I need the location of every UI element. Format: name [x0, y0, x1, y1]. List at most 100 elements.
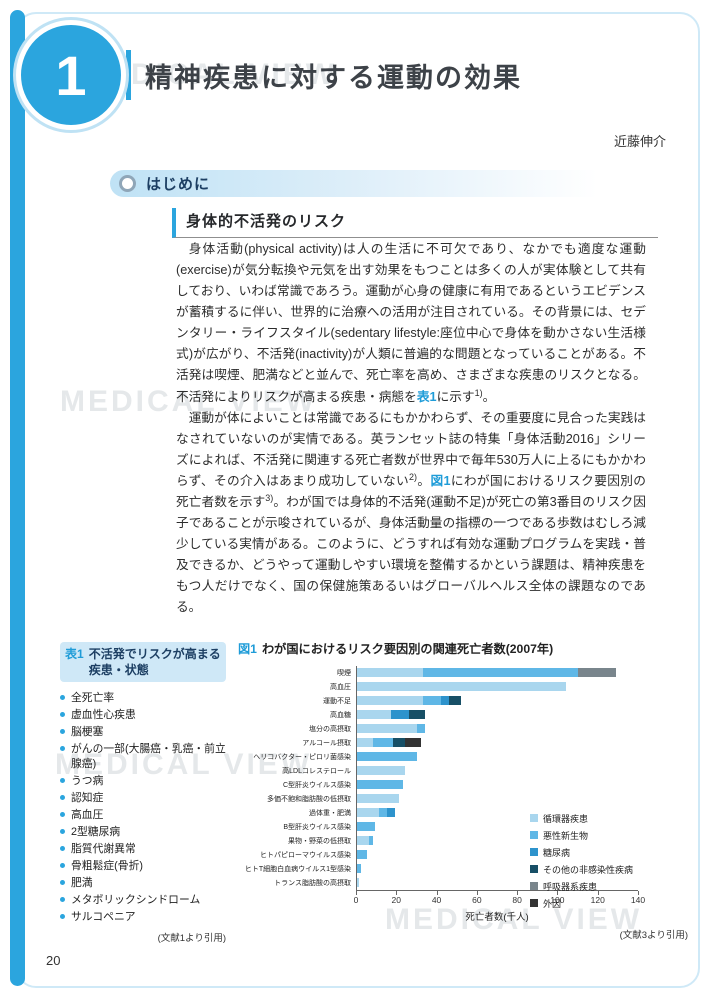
chart-row: ヒトパピローマウイルス感染 [238, 847, 638, 862]
chart-bar-segment [357, 710, 392, 720]
chart-bar-segment [357, 668, 424, 678]
bullet-dot-icon [60, 746, 65, 752]
chart-bar [357, 864, 361, 874]
bullet-dot-icon [60, 794, 65, 800]
chart-category-label: 塩分の高摂取 [309, 725, 351, 733]
chart-bar [357, 850, 368, 860]
table1-item-text: 2型糖尿病 [71, 825, 121, 838]
chart-row: 果物・野菜の低摂取 [238, 833, 638, 848]
chart-bar [357, 794, 400, 804]
citation-ref: 3) [265, 492, 274, 503]
section-ring-icon [119, 175, 136, 192]
table1-item: 骨粗鬆症(骨折) [60, 859, 226, 873]
chart-bar-track [356, 875, 638, 890]
chart-bar-segment [357, 878, 359, 888]
table1-item: 2型糖尿病 [60, 825, 226, 839]
table1-item: 脳梗塞 [60, 725, 226, 739]
figure1-title-text: わが国におけるリスク要因別の関連死亡者数(2007年) [261, 642, 554, 656]
bullet-dot-icon [60, 896, 65, 902]
chart-bar [357, 738, 422, 748]
table1-item-text: サルコペニア [71, 910, 136, 923]
bullet-dot-icon [60, 777, 65, 783]
chart-bar-segment [357, 766, 406, 776]
table1-item-list: 全死亡率 虚血性心疾患 脳梗塞 がんの一部(大腸癌・乳癌・前立腺癌) うつ病 認知症 高血圧… [60, 691, 226, 923]
text-run: 。わが国では身体的不活発(運動不足)が死亡の第3番目のリスク因子であることが示唆… [176, 494, 646, 615]
legend-entry: 糖尿病 [530, 846, 690, 859]
chart-legend: 循環器疾患悪性新生物糖尿病その他の非感染性疾病呼吸器系疾患 外因 [530, 812, 690, 914]
chart-bar [357, 878, 359, 888]
chart-bar-track [356, 861, 638, 876]
table1-item: 全死亡率 [60, 691, 226, 705]
table1-item: メタボリックシンドローム [60, 893, 226, 907]
x-tick-label: 120 [590, 894, 605, 905]
x-tick-label: 80 [512, 894, 522, 905]
chart-category-label: ヘリコバクター・ピロリ菌感染 [253, 753, 351, 761]
bullet-dot-icon [60, 862, 65, 868]
chart-row: B型肝炎ウイルス感染 [238, 819, 638, 834]
chart-bar-segment [423, 668, 578, 678]
legend-label: 外因 [543, 898, 562, 909]
text-run: 身体活動(physical activity)は人の生活に不可欠であり、なかでも… [176, 242, 646, 404]
legend-label: 呼吸器系疾患 [543, 881, 598, 892]
chart-category-label: 高血糖 [330, 711, 351, 719]
paragraph: 運動が体によいことは常識であるにもかかわらず、その重要度に見合った実践はなされて… [176, 408, 646, 619]
chart-row: ヘリコバクター・ピロリ菌感染 [238, 749, 638, 764]
section-heading-label: はじめに [146, 176, 211, 193]
table1-item: サルコペニア [60, 910, 226, 924]
text-run: 。 [482, 389, 496, 404]
chart-bar-track [356, 665, 638, 680]
chart-bar-segment [369, 836, 374, 846]
bullet-dot-icon [60, 913, 65, 919]
figure1-label: 図1 [238, 642, 257, 656]
x-tick-label: 60 [472, 894, 482, 905]
chart-bar-segment [387, 808, 396, 818]
x-tick-mark [557, 890, 559, 895]
legend-swatch [530, 882, 538, 891]
chart-category-label: C型肝炎ウイルス感染 [282, 781, 351, 789]
chart-row: 過体重・肥満 [238, 805, 638, 820]
legend-label: 糖尿病 [543, 847, 571, 858]
chart-bar-track [356, 819, 638, 834]
chart-category-label: トランス脂肪酸の高摂取 [274, 879, 351, 887]
legend-entry: その他の非感染性疾病 [530, 863, 690, 876]
chart-bar-segment [405, 738, 422, 748]
x-tick-mark [476, 890, 478, 895]
table1-item-text: うつ病 [71, 774, 104, 787]
chart-row: 喫煙 [238, 665, 638, 680]
legend-label: 循環器疾患 [543, 813, 589, 824]
table1-item-text: 骨粗鬆症(骨折) [71, 859, 143, 872]
chart-bar [357, 836, 374, 846]
chart-bar [357, 808, 396, 818]
chart-x-axis-label: 死亡者数(千人) [465, 911, 529, 923]
x-tick-mark [436, 890, 438, 895]
legend-entry: 悪性新生物 [530, 829, 690, 842]
chart-category-label: 高血圧 [330, 683, 351, 691]
chart-category-label: 果物・野菜の低摂取 [288, 837, 351, 845]
table1-item: 脂質代謝異常 [60, 842, 226, 856]
chart-bar-segment [357, 780, 404, 790]
chart-row: 多価不飽和脂肪酸の低摂取 [238, 791, 638, 806]
legend-entry: 外因 [530, 897, 690, 910]
chart-x-axis [356, 889, 639, 895]
chart-bar-segment [417, 724, 426, 734]
citation-ref: 2) [409, 471, 418, 482]
chart-bar-segment [409, 710, 426, 720]
chart-bar-track [356, 833, 638, 848]
legend-entry: 循環器疾患 [530, 812, 690, 825]
chart-bar [357, 752, 418, 762]
page-number: 20 [46, 953, 61, 968]
figure-table-ref: 表1 [416, 389, 437, 404]
table1-item: 肥満 [60, 876, 226, 890]
title-accent-bar [126, 50, 131, 100]
chart-bar-segment [393, 738, 406, 748]
chart-bar-segment [441, 696, 450, 706]
legend-swatch [530, 865, 538, 874]
chart-bar-segment [357, 822, 376, 832]
chart-bar-segment [357, 864, 361, 874]
chart-bar-segment [357, 752, 418, 762]
table1-item-text: がんの一部(大腸癌・乳癌・前立腺癌) [71, 743, 226, 770]
legend-swatch [530, 831, 538, 840]
chart-bar-track [356, 735, 638, 750]
chapter-side-bar [10, 10, 25, 986]
chart-bar [357, 822, 376, 832]
